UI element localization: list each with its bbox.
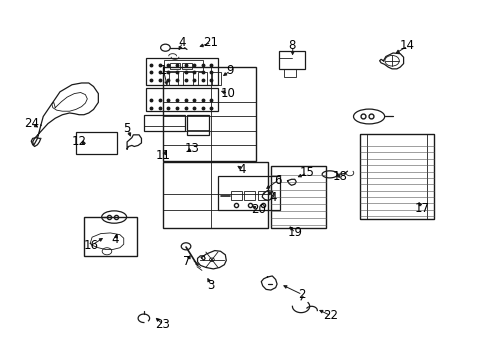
Bar	[231, 191, 241, 200]
Text: 4: 4	[238, 163, 245, 176]
Bar	[186, 116, 208, 135]
Text: 22: 22	[323, 309, 338, 322]
Bar	[143, 115, 184, 131]
Text: 5: 5	[123, 122, 130, 135]
Text: 14: 14	[399, 40, 414, 53]
Text: 17: 17	[413, 202, 428, 215]
Bar	[76, 132, 116, 154]
Bar	[279, 51, 305, 69]
Text: 7: 7	[183, 255, 190, 267]
Text: 21: 21	[203, 36, 218, 49]
Text: 10: 10	[220, 87, 235, 100]
Text: 4: 4	[178, 36, 185, 49]
Bar	[84, 217, 137, 256]
Text: 16: 16	[83, 239, 99, 252]
Bar	[359, 134, 433, 219]
Bar	[244, 191, 255, 200]
Text: 18: 18	[332, 170, 347, 183]
Text: 4: 4	[111, 234, 119, 247]
Bar	[164, 60, 203, 71]
Bar	[284, 69, 296, 77]
Bar	[218, 176, 280, 210]
Bar	[257, 191, 268, 200]
Text: 4: 4	[269, 191, 276, 204]
Text: 8: 8	[288, 40, 296, 53]
Bar	[197, 72, 207, 85]
Text: 2: 2	[298, 288, 305, 301]
Text: 11: 11	[155, 149, 170, 162]
Bar	[163, 67, 256, 161]
Bar	[163, 162, 268, 228]
Text: 12: 12	[72, 135, 86, 148]
Text: 19: 19	[287, 226, 302, 239]
Text: 20: 20	[251, 203, 266, 216]
Text: 3: 3	[207, 279, 214, 292]
Text: 24: 24	[24, 117, 39, 130]
Bar	[359, 134, 366, 219]
Bar	[211, 72, 221, 85]
Text: 23: 23	[155, 318, 170, 331]
Bar	[270, 166, 325, 228]
Bar	[168, 72, 178, 85]
Bar	[146, 58, 218, 85]
Text: 13: 13	[184, 142, 199, 155]
Bar	[183, 72, 192, 85]
Text: 15: 15	[299, 166, 314, 179]
Text: 1: 1	[159, 64, 166, 77]
Bar	[182, 63, 191, 69]
Bar	[170, 63, 180, 69]
Bar	[146, 88, 218, 111]
Text: 6: 6	[274, 174, 281, 186]
Bar	[426, 134, 433, 219]
Text: 9: 9	[226, 64, 233, 77]
